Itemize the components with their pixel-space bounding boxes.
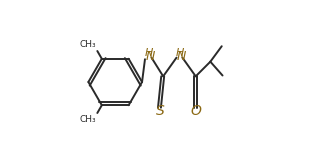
- Text: S: S: [156, 104, 164, 118]
- Text: H: H: [144, 48, 153, 58]
- Text: CH₃: CH₃: [80, 115, 96, 124]
- Text: N: N: [146, 50, 156, 63]
- Text: O: O: [190, 104, 201, 118]
- Text: H: H: [175, 48, 184, 58]
- Text: CH₃: CH₃: [80, 40, 96, 49]
- Text: N: N: [177, 50, 186, 63]
